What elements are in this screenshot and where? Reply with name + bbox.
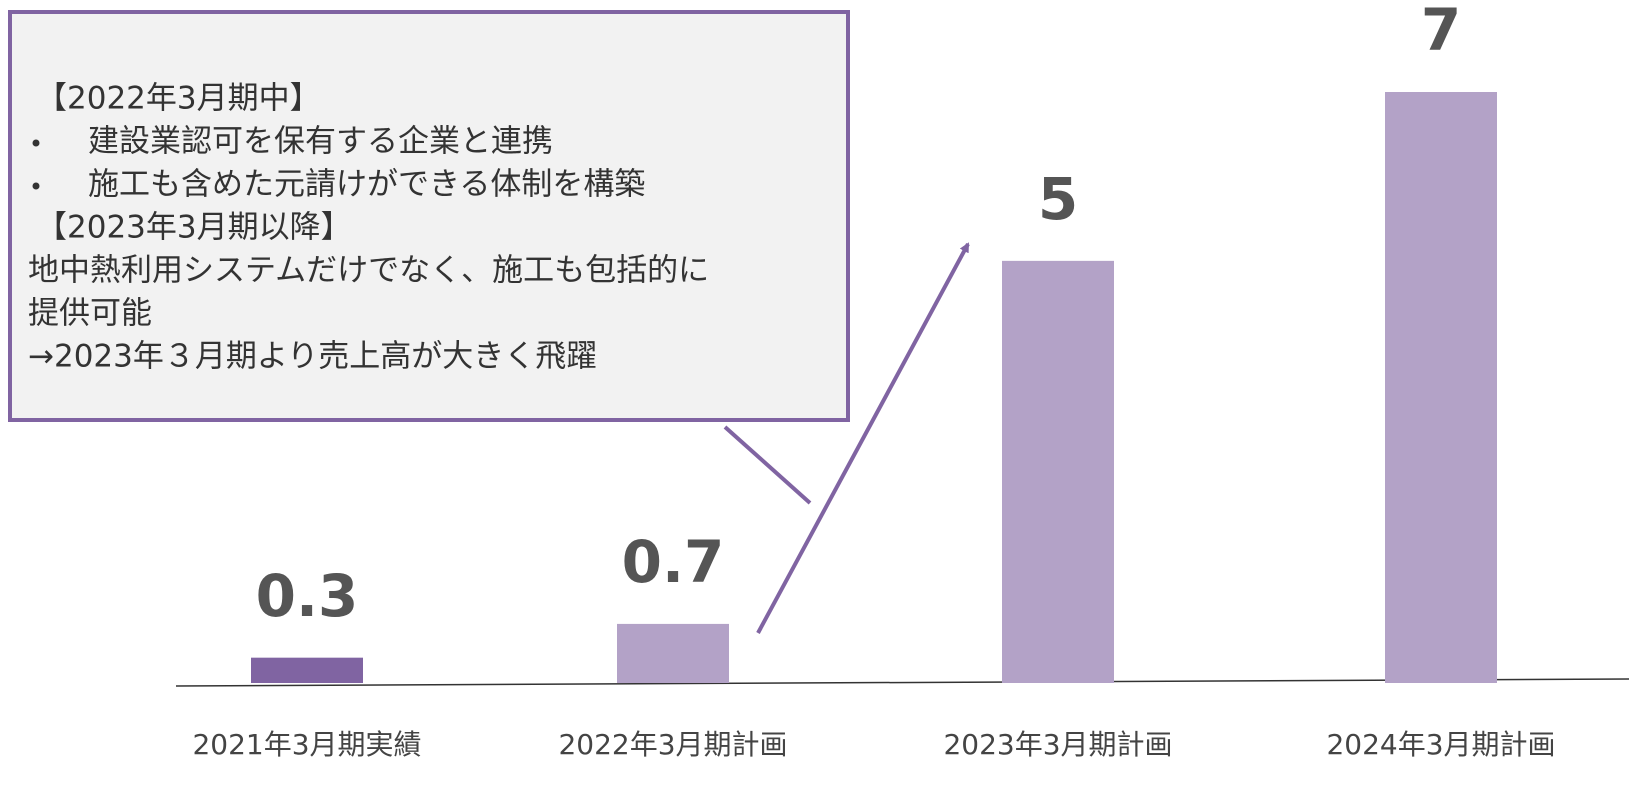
callout-bullet: 施工も含めた元請けができる体制を構築 — [88, 167, 645, 203]
bullet — [32, 139, 40, 147]
value-label: 0.7 — [622, 528, 725, 596]
callout-line: →2023年３月期より売上高が大きく飛躍 — [28, 339, 597, 375]
category-label: 2021年3月期実績 — [192, 728, 421, 761]
bar — [251, 657, 363, 683]
callout-line: 提供可能 — [28, 296, 152, 332]
callout-pointer — [723, 425, 812, 505]
bar — [617, 623, 729, 683]
value-label: 0.3 — [256, 562, 359, 630]
callout-line: 地中熱利用システムだけでなく、施工も包括的に — [28, 253, 709, 289]
category-label: 2023年3月期計画 — [943, 728, 1172, 761]
bar — [1002, 260, 1114, 683]
callout-heading: 【2022年3月期中】 — [36, 81, 321, 117]
bar — [1385, 92, 1497, 683]
category-label: 2024年3月期計画 — [1326, 728, 1555, 761]
growth-arrow — [756, 242, 970, 634]
bullet — [32, 182, 40, 190]
callout-text: 【2022年3月期中】建設業認可を保有する企業と連携施工も含めた元請けができる体… — [28, 81, 709, 375]
callout-heading: 【2023年3月期以降】 — [36, 210, 352, 246]
value-label: 5 — [1038, 165, 1078, 233]
callout-bullet: 建設業認可を保有する企業と連携 — [88, 124, 553, 160]
value-label: 7 — [1421, 0, 1461, 64]
category-label: 2022年3月期計画 — [558, 728, 787, 761]
callout-box — [8, 10, 850, 422]
